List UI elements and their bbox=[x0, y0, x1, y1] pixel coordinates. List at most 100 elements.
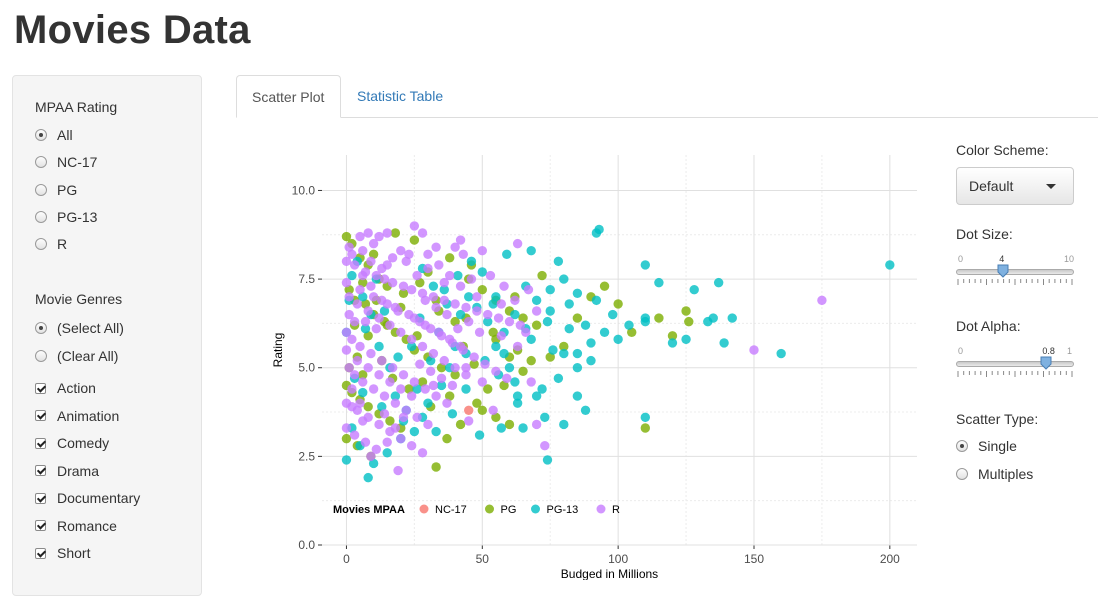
genre-checkbox-action[interactable]: Action bbox=[35, 378, 96, 398]
data-point-r bbox=[450, 242, 460, 252]
data-point-pg-13 bbox=[510, 309, 520, 320]
data-point-r bbox=[447, 380, 458, 391]
checkbox-icon[interactable] bbox=[35, 410, 46, 421]
checkbox-icon[interactable] bbox=[35, 492, 46, 504]
y-tick-label: 10.0 bbox=[292, 183, 316, 197]
dot-alpha-max-label: 1 bbox=[1066, 346, 1072, 356]
tab-bar: Scatter Plot Statistic Table bbox=[236, 75, 1098, 118]
dot-alpha-track[interactable] bbox=[956, 361, 1074, 367]
data-point-pg-13 bbox=[502, 249, 512, 259]
checkbox-icon[interactable] bbox=[35, 382, 46, 394]
tab-scatter-plot[interactable]: Scatter Plot bbox=[236, 75, 341, 118]
data-point-pg bbox=[444, 253, 455, 263]
data-point-pg-13 bbox=[713, 277, 724, 288]
data-point-pg bbox=[559, 341, 569, 352]
radio-icon[interactable] bbox=[35, 129, 47, 141]
data-point-pg bbox=[531, 320, 542, 330]
data-point-r bbox=[531, 306, 542, 316]
data-point-r bbox=[371, 270, 382, 281]
data-point-r bbox=[349, 316, 360, 327]
checkbox-icon[interactable] bbox=[35, 520, 46, 531]
data-point-r bbox=[480, 359, 490, 369]
data-point-r bbox=[377, 263, 387, 274]
dot-alpha-handle[interactable] bbox=[1040, 356, 1052, 370]
data-point-r bbox=[406, 334, 417, 345]
genre-checkbox-romance[interactable]: Romance bbox=[35, 516, 117, 536]
mpaa-option-label: PG bbox=[57, 181, 78, 198]
mpaa-option-all[interactable]: All bbox=[35, 125, 73, 145]
radio-icon[interactable] bbox=[35, 349, 47, 362]
data-point-pg-13 bbox=[591, 228, 602, 238]
data-point-r bbox=[374, 419, 384, 430]
radio-icon[interactable] bbox=[35, 183, 47, 196]
radio-icon[interactable] bbox=[35, 210, 47, 223]
genre-select-option-select-all[interactable]: (Select All) bbox=[35, 318, 124, 338]
y-axis-title: Rating bbox=[271, 333, 285, 368]
data-point-r bbox=[341, 277, 352, 288]
radio-icon[interactable] bbox=[35, 238, 47, 251]
y-tick-label: 2.5 bbox=[298, 449, 315, 463]
mpaa-option-nc-17[interactable]: NC-17 bbox=[35, 152, 97, 172]
data-point-r bbox=[363, 363, 373, 373]
checkbox-icon[interactable] bbox=[35, 437, 46, 449]
radio-icon[interactable] bbox=[956, 468, 968, 480]
mpaa-option-r[interactable]: R bbox=[35, 234, 67, 254]
scatter-type-option-single[interactable]: Single bbox=[956, 436, 1017, 456]
data-point-r bbox=[390, 423, 401, 433]
data-point-r bbox=[341, 345, 352, 355]
data-point-pg-13 bbox=[379, 306, 390, 316]
data-point-pg bbox=[477, 285, 487, 295]
x-tick-label: 150 bbox=[744, 552, 764, 566]
checkbox-icon[interactable] bbox=[35, 465, 46, 476]
data-point-r bbox=[428, 380, 439, 391]
data-point-pg bbox=[477, 405, 487, 415]
data-point-pg bbox=[442, 433, 452, 444]
mpaa-option-pg[interactable]: PG bbox=[35, 180, 77, 200]
data-point-pg bbox=[398, 288, 409, 298]
genre-checkbox-comedy[interactable]: Comedy bbox=[35, 433, 109, 453]
data-point-r bbox=[385, 320, 395, 330]
data-point-r bbox=[347, 249, 357, 259]
tab-statistic-table[interactable]: Statistic Table bbox=[357, 88, 444, 104]
genre-select-option-clear-all[interactable]: (Clear All) bbox=[35, 346, 118, 366]
radio-icon[interactable] bbox=[35, 156, 47, 169]
dot-size-handle[interactable] bbox=[997, 264, 1009, 278]
scatter-type-option-multiples[interactable]: Multiples bbox=[956, 464, 1033, 484]
genre-label: Animation bbox=[57, 407, 120, 424]
data-point-r bbox=[436, 373, 447, 384]
genre-checkbox-short[interactable]: Short bbox=[35, 543, 90, 563]
radio-icon[interactable] bbox=[956, 440, 968, 452]
data-point-r bbox=[817, 295, 827, 306]
data-point-r bbox=[371, 324, 382, 334]
data-point-r bbox=[485, 270, 496, 281]
genre-checkbox-animation[interactable]: Animation bbox=[35, 406, 119, 426]
dot-size-slider[interactable]: 0 4 10 bbox=[956, 254, 1074, 290]
radio-icon[interactable] bbox=[35, 322, 47, 334]
data-point-pg-13 bbox=[464, 292, 474, 302]
mpaa-option-pg-13[interactable]: PG-13 bbox=[35, 207, 97, 227]
data-point-r bbox=[347, 384, 357, 394]
data-point-pg-13 bbox=[439, 285, 449, 295]
data-point-pg-13 bbox=[358, 292, 368, 302]
checkbox-icon[interactable] bbox=[35, 547, 46, 559]
data-point-r bbox=[344, 242, 354, 252]
data-point-r bbox=[423, 419, 433, 430]
data-point-r bbox=[404, 249, 414, 259]
genre-label: Short bbox=[57, 545, 91, 561]
data-point-r bbox=[382, 437, 392, 447]
data-point-pg bbox=[627, 327, 637, 337]
data-point-r bbox=[379, 409, 390, 419]
data-point-r bbox=[374, 370, 384, 380]
genre-checkbox-drama[interactable]: Drama bbox=[35, 461, 99, 481]
legend-swatch-nc-17 bbox=[419, 504, 429, 514]
dot-size-track[interactable] bbox=[956, 269, 1074, 275]
legend-title: Movies MPAA bbox=[333, 504, 405, 516]
data-point-pg bbox=[472, 398, 482, 408]
data-point-pg bbox=[483, 384, 493, 394]
color-scheme-dropdown[interactable]: Default bbox=[956, 167, 1074, 205]
data-point-pg bbox=[450, 370, 460, 380]
data-point-r bbox=[398, 412, 409, 423]
data-point-pg-13 bbox=[491, 341, 501, 352]
dot-alpha-slider[interactable]: 0 0.8 1 bbox=[956, 346, 1074, 382]
genre-checkbox-documentary[interactable]: Documentary bbox=[35, 488, 140, 508]
